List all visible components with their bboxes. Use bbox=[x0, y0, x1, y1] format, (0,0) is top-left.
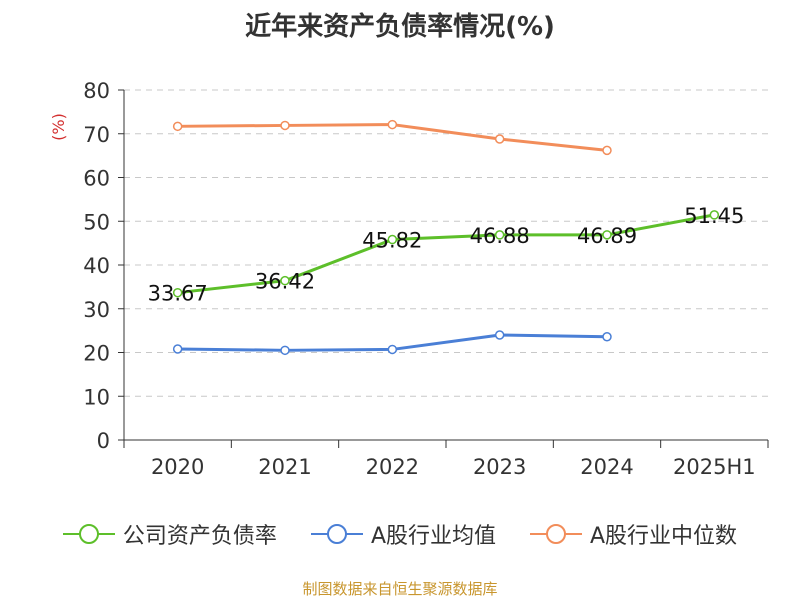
data-point bbox=[387, 234, 398, 245]
x-tick-label: 2022 bbox=[366, 455, 419, 479]
legend-swatch-icon bbox=[530, 524, 582, 544]
data-point bbox=[172, 287, 183, 298]
y-tick-label: 70 bbox=[83, 123, 110, 147]
data-point bbox=[494, 330, 505, 340]
x-tick-label: 2024 bbox=[580, 455, 633, 479]
chart-title: 近年来资产负债率情况(%) bbox=[245, 12, 555, 42]
y-tick-label: 50 bbox=[83, 210, 110, 234]
legend-item[interactable]: 公司资产负债率 bbox=[62, 518, 277, 550]
data-point bbox=[602, 145, 612, 156]
data-point bbox=[387, 344, 398, 355]
data-point bbox=[280, 275, 290, 286]
grid-lines bbox=[124, 89, 768, 397]
data-label: 33.67 bbox=[148, 282, 208, 306]
y-tick-label: 0 bbox=[97, 429, 110, 453]
data-label: 51.45 bbox=[684, 204, 744, 228]
data-point bbox=[494, 230, 505, 240]
y-tick-label: 30 bbox=[83, 298, 110, 322]
data-point bbox=[602, 230, 612, 240]
x-tick-label: 2025H1 bbox=[673, 455, 756, 479]
series-line-0 bbox=[177, 213, 715, 295]
axes: 0 10 20 30 40 50 60 70 80 (%) 2020 2021 2022 2023 2024… bbox=[49, 79, 769, 479]
data-point bbox=[172, 344, 183, 354]
data-point bbox=[280, 345, 290, 356]
y-tick-label: 20 bbox=[83, 342, 110, 366]
legend-item[interactable]: A股行业均值 bbox=[310, 518, 496, 550]
legend-label: 公司资产负债率 bbox=[122, 524, 277, 549]
data-point bbox=[172, 121, 183, 132]
legend: 公司资产负债率 A股行业均值 A股行业中位数 bbox=[0, 518, 800, 550]
source-footer: 制图数据来自恒生聚源数据库 bbox=[302, 580, 498, 598]
legend-swatch-icon bbox=[310, 524, 363, 544]
x-tick-label: 2023 bbox=[473, 455, 526, 479]
legend-swatch-icon bbox=[62, 524, 115, 544]
data-point bbox=[387, 119, 398, 130]
y-tick-label: 10 bbox=[83, 385, 110, 409]
data-point bbox=[280, 120, 290, 131]
data-label: 46.89 bbox=[577, 224, 637, 248]
y-tick-label: 80 bbox=[83, 79, 110, 103]
series-lines bbox=[172, 119, 720, 356]
data-labels: 33.67 36.42 45.82 46.88 46.89 51.45 bbox=[148, 204, 745, 306]
x-tick-label: 2021 bbox=[258, 455, 311, 479]
y-tick-label: 40 bbox=[83, 254, 110, 278]
legend-item[interactable]: A股行业中位数 bbox=[530, 518, 737, 550]
data-label: 36.42 bbox=[255, 270, 315, 294]
x-tick-label: 2020 bbox=[151, 455, 204, 479]
legend-label: A股行业中位数 bbox=[590, 524, 738, 549]
y-axis-title: (%) bbox=[49, 113, 68, 141]
legend-label: A股行业均值 bbox=[370, 524, 496, 549]
y-tick-label: 60 bbox=[83, 167, 110, 191]
data-point bbox=[602, 332, 612, 342]
data-point bbox=[709, 210, 720, 220]
data-point bbox=[494, 134, 505, 144]
data-label: 45.82 bbox=[362, 229, 422, 253]
data-label: 46.88 bbox=[470, 224, 530, 248]
